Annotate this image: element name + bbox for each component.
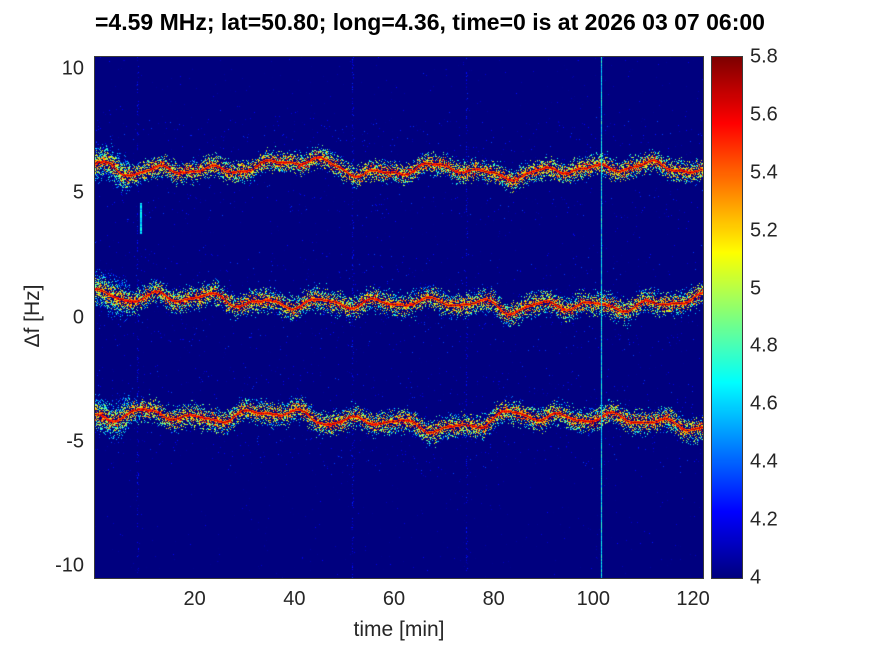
- x-tick-label: 120: [676, 588, 710, 610]
- chart-title: =4.59 MHz; lat=50.80; long=4.36, time=0 …: [95, 9, 765, 35]
- colorbar-tick-label: 5.8: [750, 45, 778, 68]
- colorbar-tick-label: 5: [750, 277, 762, 300]
- x-tick-label: 20: [183, 588, 206, 610]
- y-tick-label: -10: [55, 554, 84, 577]
- y-tick-label: -5: [66, 430, 84, 453]
- colorbar-tick-label: 4.4: [750, 450, 778, 473]
- colorbar-tick-label: 5.2: [750, 219, 778, 242]
- x-tick-label: 40: [283, 588, 306, 610]
- spectrogram-canvas: [94, 56, 704, 579]
- colorbar-tick-label: 4: [750, 566, 762, 589]
- colorbar-tick-label: 4.2: [750, 508, 778, 531]
- y-tick-label: 10: [61, 57, 84, 80]
- x-tick-label: 80: [482, 588, 505, 610]
- colorbar-tick-label: 4.8: [750, 334, 778, 357]
- colorbar-tick-label: 5.4: [750, 161, 778, 184]
- colorbar-tick-label: 5.6: [750, 103, 778, 126]
- y-tick-label: 0: [72, 306, 84, 328]
- colorbar-tick-label: 4.6: [750, 392, 778, 415]
- y-axis-label: Δf [Hz]: [21, 284, 44, 348]
- x-tick-label: 60: [382, 588, 406, 610]
- y-tick-label: 5: [72, 181, 84, 204]
- x-axis-label: time [min]: [353, 618, 445, 641]
- x-tick-label: 100: [576, 588, 611, 610]
- colorbar-canvas: [711, 56, 743, 579]
